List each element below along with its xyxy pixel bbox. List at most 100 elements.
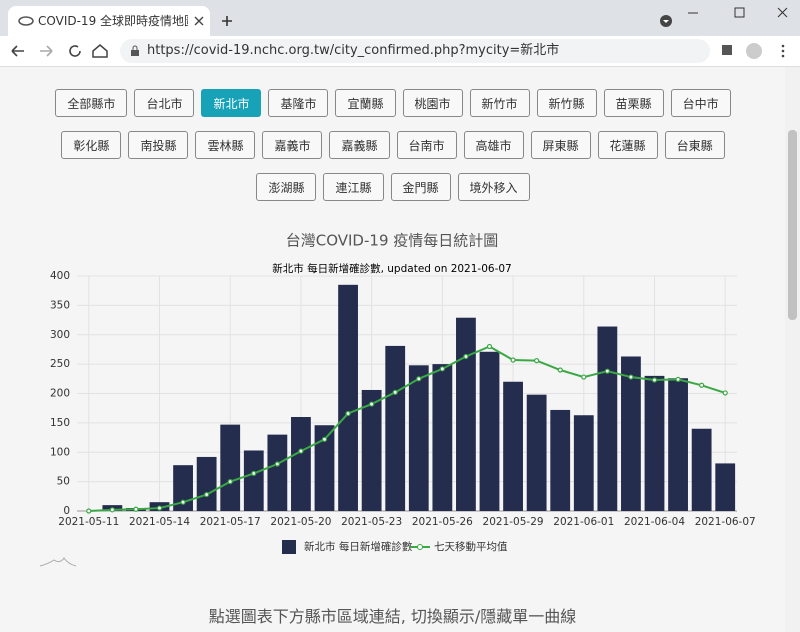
close-tab[interactable]	[194, 16, 204, 26]
bar	[385, 345, 406, 511]
city-button[interactable]: 嘉義縣	[329, 131, 390, 159]
x-tick-label: 2021-05-14	[129, 516, 190, 528]
city-button[interactable]: 境外移入	[457, 173, 530, 201]
city-button[interactable]: 彰化縣	[61, 131, 122, 159]
city-buttons: 全部縣市 台北市 新北市 基隆市 宜蘭縣 桃園市 新竹市 新竹縣 苗栗縣 台中市彰化縣 南投縣 雲林縣…	[55, 89, 731, 201]
tab[interactable]: COVID-19 全球即時疫情地圖 | C	[8, 6, 210, 36]
bar	[243, 450, 264, 511]
lock-icon	[131, 45, 139, 56]
line-point	[204, 491, 210, 498]
line-point	[298, 448, 304, 454]
city-button[interactable]: 嘉義市	[262, 131, 323, 159]
footer-text: 點選圖表下方縣市區域連結, 切換顯示/隱藏單一曲線	[208, 607, 577, 626]
bar	[550, 409, 571, 511]
bar	[456, 317, 476, 511]
line-point	[369, 401, 375, 407]
line-point	[486, 343, 493, 350]
city-button[interactable]: 桃園市	[402, 89, 463, 117]
city-button[interactable]: 新竹市	[469, 89, 530, 117]
chart-subtitle: 新北市 每日新增確診數, updated on 2021-06-07	[272, 262, 511, 275]
line-point	[651, 377, 658, 383]
url-text: https://covid-19.nchc.org.tw/city_confir…	[147, 43, 560, 58]
line-point	[557, 367, 563, 373]
line-point	[321, 436, 328, 442]
city-button[interactable]: 屏東縣	[530, 131, 591, 159]
bar	[291, 417, 311, 511]
city-button[interactable]: 宜蘭縣	[335, 89, 396, 117]
bar	[621, 356, 641, 511]
bar	[668, 378, 688, 511]
city-button[interactable]: 基隆市	[268, 89, 329, 117]
spark-icon	[39, 557, 77, 567]
bar	[479, 351, 500, 511]
city-button[interactable]: 雲林縣	[195, 131, 256, 159]
city-button[interactable]: 南投縣	[128, 131, 189, 159]
line-point	[534, 358, 540, 364]
line-point	[439, 366, 445, 372]
bar	[526, 394, 547, 511]
city-button[interactable]: 金門縣	[390, 173, 451, 201]
x-tick-label: 2021-05-29	[483, 516, 544, 528]
chart-title: 台灣COVID-19 疫情每日統計圖	[286, 232, 499, 250]
x-tick-label: 2021-05-20	[270, 516, 331, 528]
city-button[interactable]: 新竹縣	[536, 89, 597, 117]
line-point	[510, 357, 516, 363]
bar	[573, 415, 594, 511]
city-button[interactable]: 台東縣	[664, 131, 725, 159]
line-point	[628, 374, 634, 380]
address-bar: https://covid-19.nchc.org.tw/city_confir…	[0, 36, 800, 67]
bar	[267, 434, 288, 511]
city-button[interactable]: 連江縣	[323, 173, 384, 201]
city-button[interactable]: 全部縣市	[55, 89, 128, 117]
line-point	[604, 368, 610, 374]
city-button[interactable]: 花蓮縣	[597, 131, 658, 159]
city-button[interactable]: 高雄市	[463, 131, 524, 159]
line-point	[722, 390, 728, 396]
tab-bar: COVID-19 全球即時疫情地圖 | C	[0, 0, 800, 36]
line-point	[463, 353, 469, 360]
bar	[314, 425, 335, 511]
city-button[interactable]: 澎湖縣	[256, 173, 317, 201]
x-tick-label: 2021-05-17	[200, 516, 261, 528]
bar	[644, 375, 665, 511]
bar	[597, 326, 618, 511]
y-tick-label: 350	[50, 299, 70, 311]
x-tick-label: 2021-06-01	[553, 516, 614, 528]
y-tick-label: 250	[50, 358, 70, 370]
line-point	[109, 507, 115, 513]
line-point	[156, 505, 163, 511]
line-point	[675, 376, 681, 382]
legend-label[interactable]: 七天移動平均值	[434, 540, 508, 553]
bar	[715, 463, 736, 511]
y-tick-label: 400	[50, 270, 70, 282]
city-button[interactable]: 台北市	[134, 89, 195, 117]
x-tick-label: 2021-05-23	[341, 516, 402, 528]
line-point	[251, 470, 257, 476]
line-point	[274, 461, 280, 467]
city-button[interactable]: 台中市	[670, 89, 731, 117]
x-tick-label: 2021-05-11	[58, 516, 119, 528]
legend-point	[417, 544, 423, 550]
city-button[interactable]: 苗栗縣	[603, 89, 664, 117]
bar	[408, 365, 429, 511]
legend-label[interactable]: 新北市 每日新增確診數	[304, 540, 413, 553]
scroll-thumb[interactable]	[788, 130, 797, 320]
city-button[interactable]: 新北市	[201, 89, 262, 117]
bar	[361, 389, 382, 511]
city-button[interactable]: 台南市	[396, 131, 457, 159]
line-point	[581, 374, 587, 380]
line	[88, 345, 726, 512]
chart: 台灣COVID-19 疫情每日統計圖 新北市 每日新增確診數, updated …	[39, 232, 756, 567]
x-tick-label: 2021-06-04	[624, 516, 685, 528]
bar	[338, 284, 358, 511]
y-tick-label: 150	[50, 417, 70, 429]
bar	[220, 424, 241, 511]
line-point	[86, 508, 92, 514]
y-tick-label: 50	[57, 476, 70, 488]
url-field[interactable]: https://covid-19.nchc.org.tw/city_confir…	[120, 39, 710, 63]
x-tick-label: 2021-05-26	[412, 516, 473, 528]
line-point	[133, 506, 139, 512]
line-point	[392, 389, 398, 395]
favicon	[18, 16, 34, 26]
